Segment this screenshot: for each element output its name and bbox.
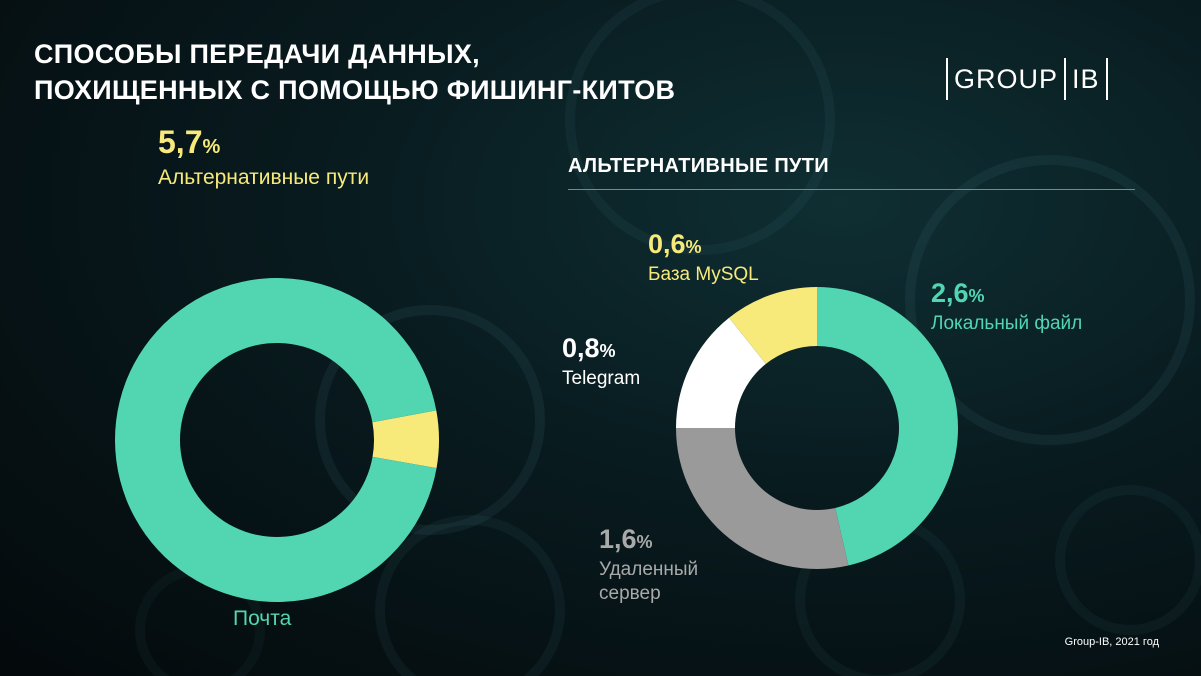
slice-telegram (676, 317, 766, 428)
slice-remote-server (676, 428, 849, 569)
page-title: Способы передачи данных, похищенных с по… (34, 36, 675, 108)
donut-chart-alternative (676, 287, 958, 569)
value-local-file: 2,6 (931, 278, 969, 308)
label-alternative-paths: 5,7% Альтернативные пути (158, 124, 388, 190)
value-mail: 94,3 (233, 565, 296, 601)
label-telegram: 0,8% Telegram (562, 333, 641, 389)
group-ib-logo: GROUP IB (940, 58, 1114, 100)
name-local-file: Локальный файл (931, 313, 1083, 334)
logo-text-group: GROUP (954, 63, 1059, 94)
slice-mail (114, 277, 437, 602)
slice-local-file (817, 287, 958, 566)
source-note: Group-IB, 2021 год (1064, 636, 1159, 648)
value-alternative-paths: 5,7 (158, 124, 203, 160)
page-title-line-2: похищенных с помощью фишинг-китов (34, 75, 676, 105)
logo-text-ib: IB (1072, 63, 1100, 94)
donut-chart-total (114, 277, 439, 602)
label-mail: 94,3% Почта (233, 565, 314, 630)
name-telegram: Telegram (562, 368, 641, 389)
value-remote-server: 1,6 (599, 524, 637, 554)
section-divider (568, 189, 1135, 190)
value-mysql: 0,6 (648, 229, 686, 259)
slice-mysql (729, 287, 817, 364)
value-telegram: 0,8 (562, 333, 600, 363)
label-mysql: 0,6% База MySQL (648, 229, 759, 285)
slice-alternative-paths (372, 410, 439, 469)
label-local-file: 2,6% Локальный файл (931, 278, 1083, 334)
name-alternative-paths: Альтернативные пути (158, 166, 370, 189)
page-title-line-1: Способы передачи данных, (34, 39, 480, 69)
label-remote-server: 1,6% Удаленный сервер (599, 523, 739, 606)
name-remote-server: Удаленный сервер (599, 559, 699, 604)
name-mysql: База MySQL (648, 264, 759, 285)
alternative-paths-title: Альтернативные пути (568, 155, 829, 177)
name-mail: Почта (233, 607, 292, 630)
